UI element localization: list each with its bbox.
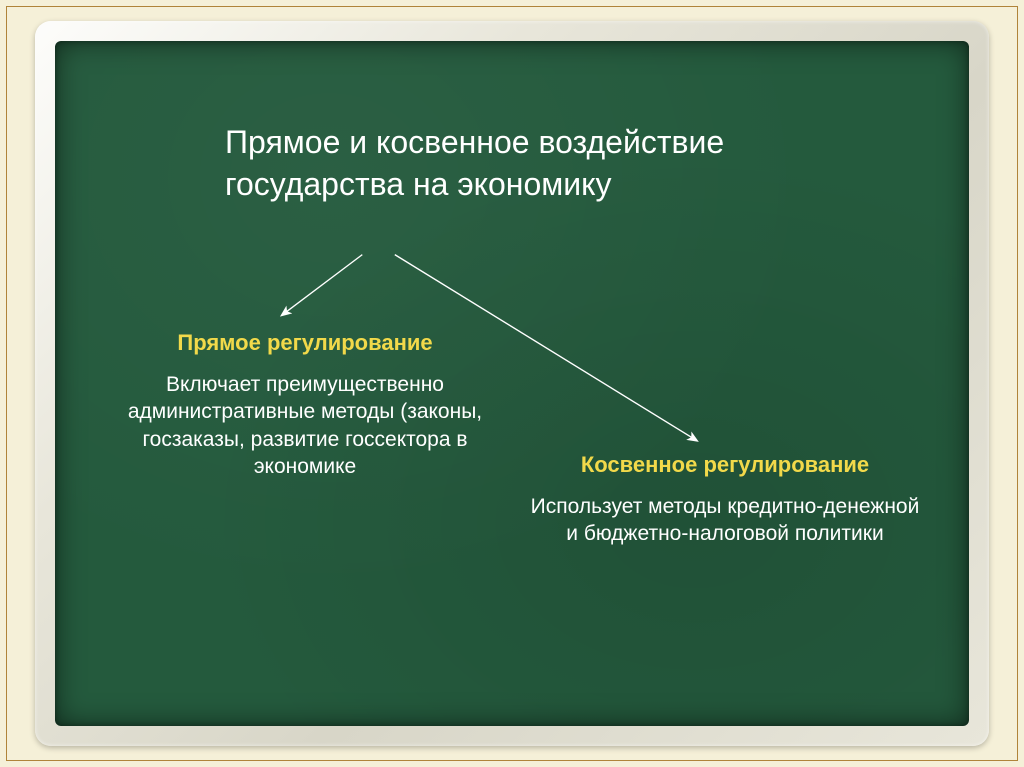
right-subtitle: Косвенное регулирование: [525, 451, 925, 479]
chalkboard: Прямое и косвенное воздействие государст…: [55, 41, 969, 726]
right-branch: Косвенное регулирование Использует метод…: [525, 451, 925, 548]
diagram-title: Прямое и косвенное воздействие государст…: [225, 121, 785, 205]
left-subtitle: Прямое регулирование: [115, 329, 495, 357]
right-description: Использует методы кредитно-денежной и бю…: [525, 493, 925, 548]
left-branch: Прямое регулирование Включает преимущест…: [115, 329, 495, 480]
slide-outer-border: Прямое и косвенное воздействие государст…: [6, 6, 1018, 761]
left-description: Включает преимущественно административны…: [115, 371, 495, 480]
arrow-to-left: [282, 255, 363, 316]
chalkboard-frame: Прямое и косвенное воздействие государст…: [35, 21, 989, 746]
